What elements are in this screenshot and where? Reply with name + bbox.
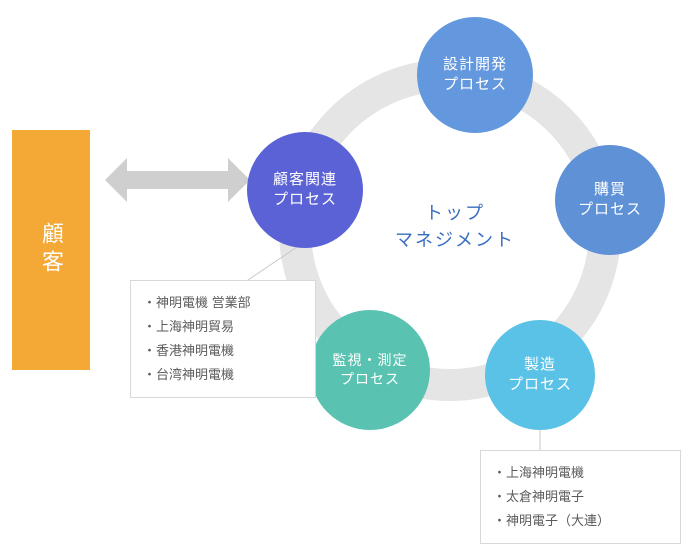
node-design-dev-label: 設計開発プロセス: [443, 55, 507, 96]
diagram-stage: 顧客 トップ マネジメント 顧客関連プロセス 設計開発プロセス購買プロセス製造プロ…: [0, 0, 691, 556]
node-monitoring: 監視・測定プロセス: [310, 310, 430, 430]
node-manufacturing-label: 製造プロセス: [508, 355, 572, 396]
list-manufacturing: ・上海神明電機・太倉神明電子・神明電子（大連）: [480, 450, 681, 544]
center-line1: トップ: [425, 203, 485, 223]
customer-box: 顧客: [12, 130, 90, 370]
list-customer-related-item-2: ・香港神明電機: [143, 339, 303, 363]
customer-label: 顧客: [35, 222, 67, 278]
center-label: トップ マネジメント: [395, 200, 515, 254]
list-customer-related: ・神明電機 営業部・上海神明貿易・香港神明電機・台湾神明電機: [130, 280, 316, 398]
node-purchasing-label: 購買プロセス: [578, 180, 642, 221]
node-design-dev: 設計開発プロセス: [417, 17, 533, 133]
list-customer-related-item-0: ・神明電機 営業部: [143, 291, 303, 315]
list-manufacturing-item-0: ・上海神明電機: [493, 461, 668, 485]
node-customer-related: 顧客関連プロセス: [247, 132, 363, 248]
node-customer-related-label: 顧客関連プロセス: [273, 170, 337, 211]
list-customer-related-item-3: ・台湾神明電機: [143, 363, 303, 387]
center-line2: マネジメント: [395, 230, 515, 250]
list-customer-related-item-1: ・上海神明貿易: [143, 315, 303, 339]
node-monitoring-label: 監視・測定プロセス: [333, 351, 408, 389]
list-manufacturing-item-1: ・太倉神明電子: [493, 485, 668, 509]
node-manufacturing: 製造プロセス: [485, 320, 595, 430]
list-manufacturing-item-2: ・神明電子（大連）: [493, 509, 668, 533]
node-purchasing: 購買プロセス: [555, 145, 665, 255]
